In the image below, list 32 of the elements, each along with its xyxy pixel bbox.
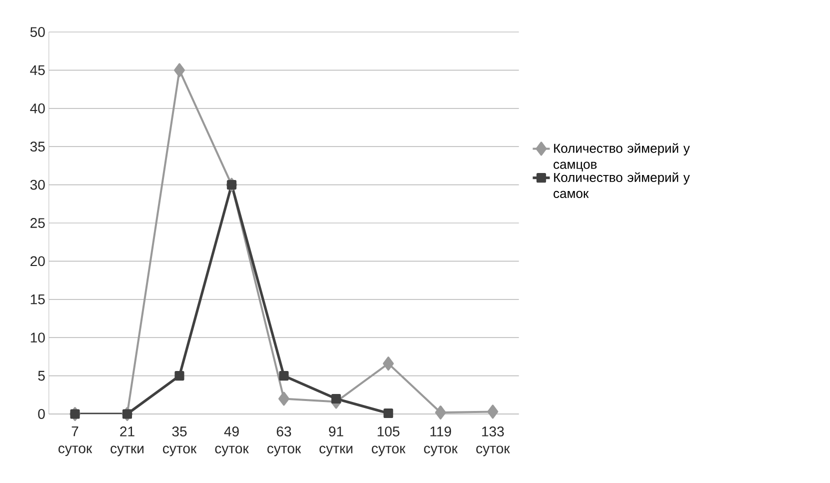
y-tick-label: 10	[30, 332, 45, 343]
y-tick-label: 30	[30, 180, 45, 190]
y-tick-label: 0	[38, 409, 45, 419]
y-tick-label: 40	[30, 103, 45, 114]
point	[331, 394, 341, 404]
x-tick-label: 119 суток	[424, 426, 458, 456]
x-tick-label: 91 сутки	[320, 426, 352, 456]
x-tick-label: 105 суток	[372, 426, 406, 456]
point	[174, 371, 184, 381]
legend-label: Количество эймерий у самок	[554, 172, 690, 198]
point	[384, 408, 394, 418]
point	[174, 63, 185, 78]
y-tick-label: 15	[30, 294, 45, 304]
x-tick-label: 133 суток	[476, 426, 510, 456]
point	[278, 392, 290, 406]
x-tick-label: 63 суток	[267, 426, 302, 456]
point	[487, 404, 498, 419]
point	[435, 405, 446, 420]
legend-label: Количество эймерий у самцов	[554, 143, 690, 172]
point	[226, 180, 236, 190]
x-tick-label: 35 суток	[162, 426, 197, 456]
x-tick-label: 7 суток	[58, 426, 92, 456]
x-tick-label: 21 сутки	[110, 426, 144, 456]
y-tick-label: 5	[38, 370, 45, 381]
point	[279, 371, 289, 381]
point	[382, 356, 394, 371]
x-tick-label: 49 суток	[215, 426, 249, 456]
y-tick-label: 25	[30, 218, 45, 228]
y-tick-label: 45	[30, 65, 45, 76]
y-tick-label: 50	[30, 27, 45, 37]
y-tick-label: 20	[30, 256, 45, 266]
y-tick-label: 35	[30, 142, 45, 152]
